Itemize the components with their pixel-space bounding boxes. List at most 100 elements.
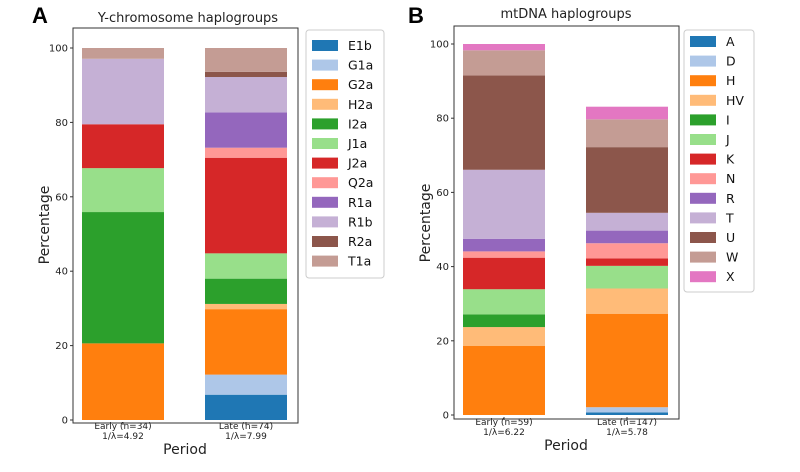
bar-segment-r1a bbox=[205, 112, 287, 148]
bar-segment-j1a bbox=[82, 168, 164, 213]
legend-swatch-j2a bbox=[312, 157, 338, 169]
bar-segment-w bbox=[463, 50, 545, 76]
bar-segment-t bbox=[463, 169, 545, 239]
plot-frame bbox=[72, 27, 299, 424]
bar-segment-k bbox=[586, 258, 668, 266]
bar-segment-h bbox=[586, 313, 668, 408]
legend-label: E1b bbox=[348, 38, 372, 53]
bar-segment-x bbox=[586, 106, 668, 120]
bar-segment-g2a bbox=[205, 309, 287, 375]
x-axis-label: Period bbox=[544, 438, 588, 454]
bars bbox=[463, 44, 668, 415]
x-axis: Early (n=59)1/λ=6.22 Late (n=147)1/λ=5.78 bbox=[475, 417, 657, 438]
bar-segment-h2a bbox=[205, 303, 287, 310]
legend-label: R2a bbox=[348, 234, 372, 249]
bar-segment-r2a bbox=[205, 71, 287, 78]
panel-letter: A bbox=[32, 3, 48, 28]
bar-segment-x bbox=[463, 44, 545, 51]
x-tick-label: Early (n=34) bbox=[94, 422, 151, 432]
legend-label: T bbox=[725, 210, 734, 225]
legend-swatch-r bbox=[690, 192, 716, 204]
bar-segment-j bbox=[463, 289, 545, 315]
bar-segment-r1b bbox=[205, 77, 287, 113]
legend-label: H2a bbox=[348, 97, 373, 112]
bar-segment-n bbox=[586, 243, 668, 259]
chart-title: mtDNA haplogroups bbox=[500, 7, 631, 22]
y-axis-label: Percentage bbox=[418, 184, 434, 263]
panel-letter: B bbox=[408, 3, 424, 28]
legend-label: G2a bbox=[348, 77, 373, 92]
legend-swatch-i bbox=[690, 114, 716, 126]
legend-label: D bbox=[726, 54, 736, 69]
x-axis-label: Period bbox=[163, 442, 207, 458]
y-tick-label: 60 bbox=[55, 192, 68, 203]
bar-segment-j2a bbox=[82, 124, 164, 169]
legend-label: N bbox=[726, 171, 735, 186]
bars bbox=[82, 48, 287, 420]
bar-segment-r bbox=[463, 238, 545, 252]
bar-segment-e1b bbox=[205, 394, 287, 420]
legend-swatch-g1a bbox=[312, 59, 338, 71]
legend-label: R1a bbox=[348, 195, 372, 210]
legend-label: J1a bbox=[347, 136, 367, 151]
legend-swatch-r2a bbox=[312, 236, 338, 247]
legend-label: T1a bbox=[347, 254, 371, 269]
legend-swatch-e1b bbox=[312, 40, 338, 51]
bar-segment-k bbox=[463, 257, 545, 290]
legend-label: R bbox=[726, 191, 735, 206]
x-tick-sublabel: 1/λ=6.22 bbox=[483, 428, 525, 438]
legend-swatch-i2a bbox=[312, 118, 338, 130]
legend-label: W bbox=[726, 250, 738, 265]
legend-swatch-r1b bbox=[312, 216, 338, 228]
legend-label: J2a bbox=[347, 156, 367, 171]
bar-segment-j1a bbox=[205, 253, 287, 279]
legend-swatch-r1a bbox=[312, 196, 338, 208]
legend-swatch-j bbox=[690, 134, 716, 145]
legend-label: A bbox=[726, 34, 735, 49]
bar-segment-hv bbox=[463, 327, 545, 346]
y-tick-label: 100 bbox=[430, 40, 449, 51]
bar-segment-w bbox=[586, 119, 668, 148]
legend-swatch-j1a bbox=[312, 138, 338, 149]
legend-swatch-h2a bbox=[312, 98, 338, 110]
legend-swatch-hv bbox=[690, 94, 716, 106]
legend-swatch-h bbox=[690, 75, 716, 87]
bar-segment-t1a bbox=[205, 48, 287, 72]
legend-swatch-n bbox=[690, 173, 716, 185]
bar-segment-i2a bbox=[82, 212, 164, 344]
legend-swatch-t1a bbox=[312, 255, 338, 267]
bar-segment-t bbox=[586, 212, 668, 231]
bar-segment-i2a bbox=[205, 278, 287, 304]
legend-swatch-g2a bbox=[312, 79, 338, 91]
legend-swatch-t bbox=[690, 212, 716, 224]
x-tick-sublabel: 1/λ=4.92 bbox=[102, 432, 144, 442]
legend-label: G1a bbox=[348, 58, 373, 73]
chart-title: Y-chromosome haplogroups bbox=[97, 11, 278, 26]
y-tick-label: 100 bbox=[49, 44, 68, 55]
y-axis: 0 20 40 60 80 100 bbox=[49, 44, 73, 427]
legend-swatch-a bbox=[690, 36, 716, 47]
legend-label: HV bbox=[726, 93, 744, 108]
x-tick-label: Late (n=147) bbox=[597, 418, 657, 428]
legend-label: H bbox=[726, 73, 735, 88]
y-axis-label: Percentage bbox=[37, 186, 53, 265]
bar-segment-r1b bbox=[82, 58, 164, 125]
y-tick-label: 80 bbox=[55, 118, 68, 129]
y-tick-label: 0 bbox=[62, 416, 68, 427]
legend-swatch-u bbox=[690, 232, 716, 243]
bar-segment-hv bbox=[586, 288, 668, 314]
legend-label: X bbox=[726, 269, 735, 284]
bar-segment-u bbox=[463, 75, 545, 170]
legend-label: K bbox=[726, 152, 735, 167]
y-tick-label: 60 bbox=[436, 188, 449, 199]
legend-label: J bbox=[725, 132, 730, 147]
y-tick-label: 20 bbox=[55, 341, 68, 352]
y-tick-label: 40 bbox=[436, 262, 449, 273]
y-axis: 0 20 40 60 80 100 bbox=[430, 40, 454, 422]
bar-segment-g1a bbox=[205, 374, 287, 395]
bar-segment-d bbox=[586, 407, 668, 413]
legend-swatch-q2a bbox=[312, 177, 338, 189]
legend-label: Q2a bbox=[348, 175, 373, 190]
